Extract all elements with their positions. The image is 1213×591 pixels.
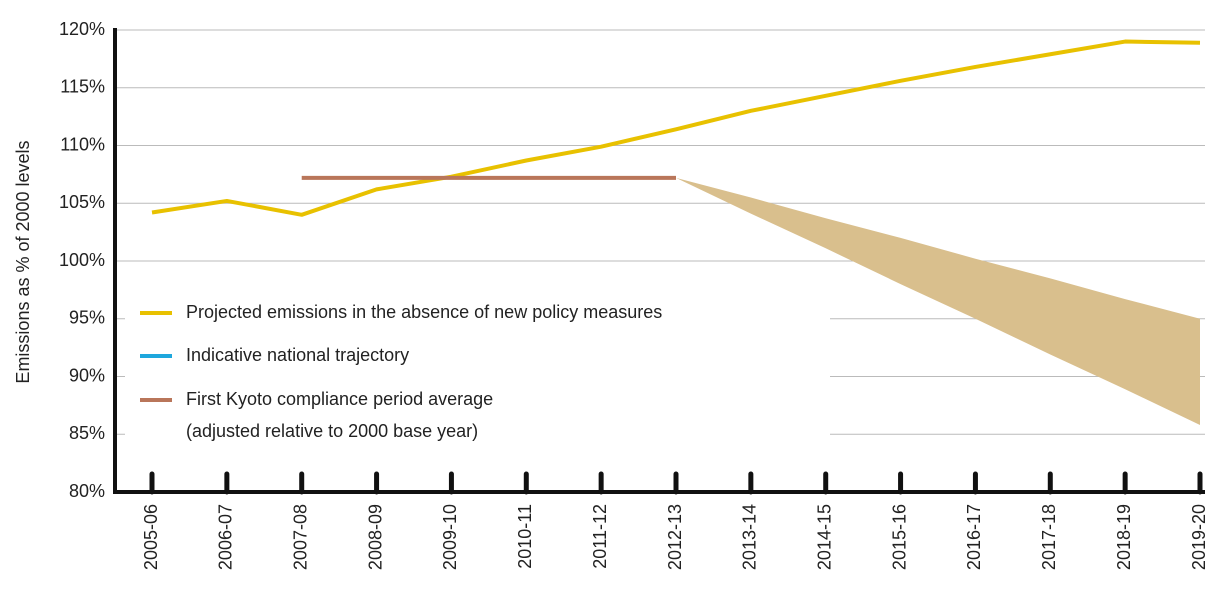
x-tick-label: 2018-19 xyxy=(1114,504,1134,570)
y-tick-label: 95% xyxy=(69,308,105,328)
y-tick-label: 110% xyxy=(60,134,105,154)
y-tick-label: 105% xyxy=(59,192,105,212)
x-tick-label: 2013-14 xyxy=(740,504,760,570)
x-tick-label: 2014-15 xyxy=(814,504,834,570)
x-tick-label: 2019-20 xyxy=(1189,504,1209,570)
x-tick-label: 2005-06 xyxy=(141,504,161,570)
legend-label: First Kyoto compliance period average xyxy=(186,389,493,409)
x-tick-label: 2008-09 xyxy=(365,504,385,570)
y-tick-label: 90% xyxy=(69,365,105,385)
y-tick-label: 80% xyxy=(69,481,105,501)
legend-label: (adjusted relative to 2000 base year) xyxy=(186,421,478,441)
legend-label: Projected emissions in the absence of ne… xyxy=(186,302,662,322)
y-tick-label: 85% xyxy=(69,423,105,443)
y-axis-label: Emissions as % of 2000 levels xyxy=(13,140,33,383)
y-tick-label: 100% xyxy=(59,250,105,270)
x-tick-label: 2015-16 xyxy=(889,504,909,570)
x-tick-label: 2006-07 xyxy=(216,504,236,570)
x-tick-label: 2010-11 xyxy=(515,504,535,569)
x-tick-label: 2016-17 xyxy=(964,504,984,570)
x-tick-label: 2012-13 xyxy=(665,504,685,570)
legend-background xyxy=(125,290,830,450)
x-tick-label: 2011-12 xyxy=(590,504,610,569)
x-tick-label: 2009-10 xyxy=(440,504,460,570)
y-tick-label: 120% xyxy=(59,19,105,39)
series-line xyxy=(151,39,1201,217)
legend-label: Indicative national trajectory xyxy=(186,345,409,365)
x-tick-label: 2017-18 xyxy=(1039,504,1059,570)
x-tick-label: 2007-08 xyxy=(290,504,310,570)
range-area xyxy=(676,177,1200,426)
y-tick-label: 115% xyxy=(60,77,105,97)
